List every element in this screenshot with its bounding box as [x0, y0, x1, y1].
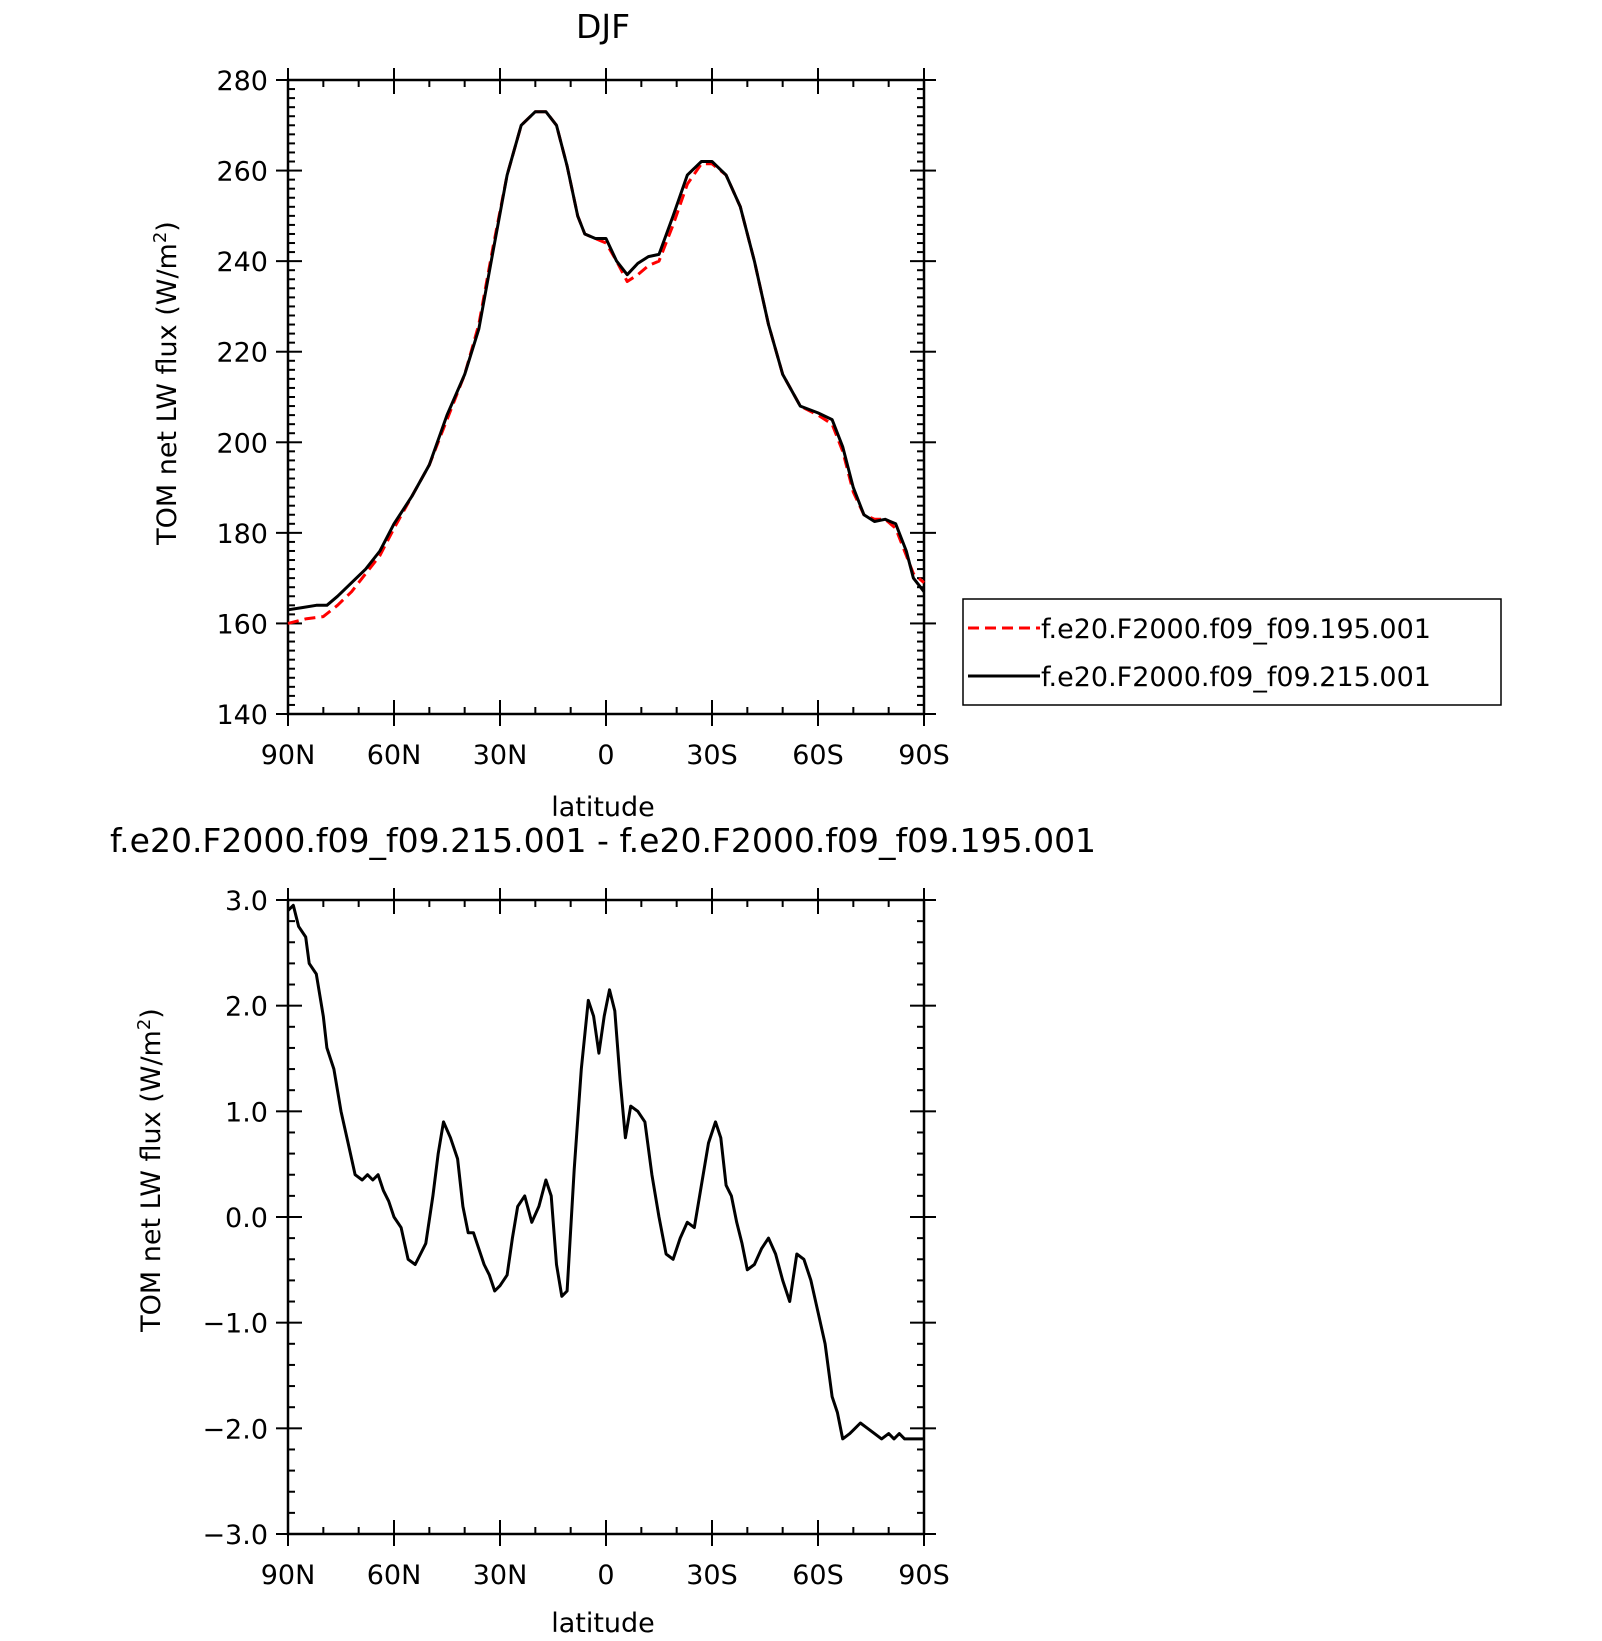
bottom-ytick-label: 3.0	[225, 886, 268, 917]
bottom-ytick-label: −2.0	[202, 1414, 268, 1445]
bottom-xtick-label: 30N	[473, 1560, 528, 1591]
legend-entry-195: f.e20.F2000.f09_f09.195.001	[1041, 614, 1431, 645]
top-ytick-label: 220	[216, 338, 268, 369]
top-panel: DJF TOM net LW flux (W/m2) latitude 90N 6…	[150, 7, 1502, 823]
top-ytick-label: 160	[216, 609, 268, 640]
bottom-xtick-label: 90N	[261, 1560, 316, 1591]
top-plot-frame	[286, 78, 926, 716]
top-xtick-label: 0	[597, 740, 614, 771]
top-xtick-label: 30N	[473, 740, 528, 771]
top-series-line-1	[287, 110, 926, 612]
bottom-axis-ticks: 90N 60N 30N 0 30S 60S 90S 3.0 2.0 1.0 0.0 −1.0 −2.0 −…	[202, 886, 949, 1591]
top-axis-ticks: 90N 60N 30N 0 30S 60S 90S 140 160 180 200 220 240 260…	[216, 66, 949, 771]
bottom-chart-title: f.e20.F2000.f09_f09.215.001 - f.e20.F200…	[110, 821, 1096, 860]
top-x-axis-label: latitude	[551, 792, 655, 823]
top-ytick-label: 200	[216, 428, 268, 459]
bottom-xtick-label: 90S	[898, 1560, 950, 1591]
top-xtick-label: 60N	[367, 740, 422, 771]
bottom-xtick-label: 0	[597, 1560, 614, 1591]
top-series-group	[287, 110, 926, 625]
top-ytick-label: 280	[216, 66, 268, 97]
bottom-series-group	[286, 903, 924, 1441]
bottom-panel: f.e20.F2000.f09_f09.215.001 - f.e20.F200…	[110, 821, 1096, 1639]
top-ytick-label: 260	[216, 157, 268, 188]
top-ytick-label: 240	[216, 247, 268, 278]
top-xtick-label: 90S	[898, 740, 950, 771]
bottom-ytick-label: 1.0	[225, 1097, 268, 1128]
legend-box	[962, 598, 1502, 706]
bottom-y-axis-label: TOM net LW flux (W/m2)	[134, 1008, 167, 1333]
bottom-ytick-label: −1.0	[202, 1309, 268, 1340]
top-chart-title: DJF	[576, 7, 630, 46]
bottom-series-line-0	[286, 903, 924, 1441]
top-y-axis-label: TOM net LW flux (W/m2)	[150, 221, 183, 546]
bottom-ytick-label: −3.0	[202, 1520, 268, 1551]
bottom-ytick-label: 2.0	[225, 992, 268, 1023]
top-ytick-label: 140	[216, 700, 268, 731]
bottom-plot-frame	[286, 898, 926, 1536]
top-xtick-label: 90N	[261, 740, 316, 771]
legend-entry-215: f.e20.F2000.f09_f09.215.001	[1041, 662, 1431, 693]
bottom-x-axis-label: latitude	[551, 1608, 655, 1639]
bottom-xtick-label: 60S	[792, 1560, 844, 1591]
legend: f.e20.F2000.f09_f09.195.001 f.e20.F2000.…	[962, 598, 1502, 706]
bottom-xtick-label: 30S	[686, 1560, 738, 1591]
top-xtick-label: 30S	[686, 740, 738, 771]
top-xtick-label: 60S	[792, 740, 844, 771]
bottom-xtick-label: 60N	[367, 1560, 422, 1591]
top-ytick-label: 180	[216, 519, 268, 550]
bottom-ytick-label: 0.0	[225, 1203, 268, 1234]
